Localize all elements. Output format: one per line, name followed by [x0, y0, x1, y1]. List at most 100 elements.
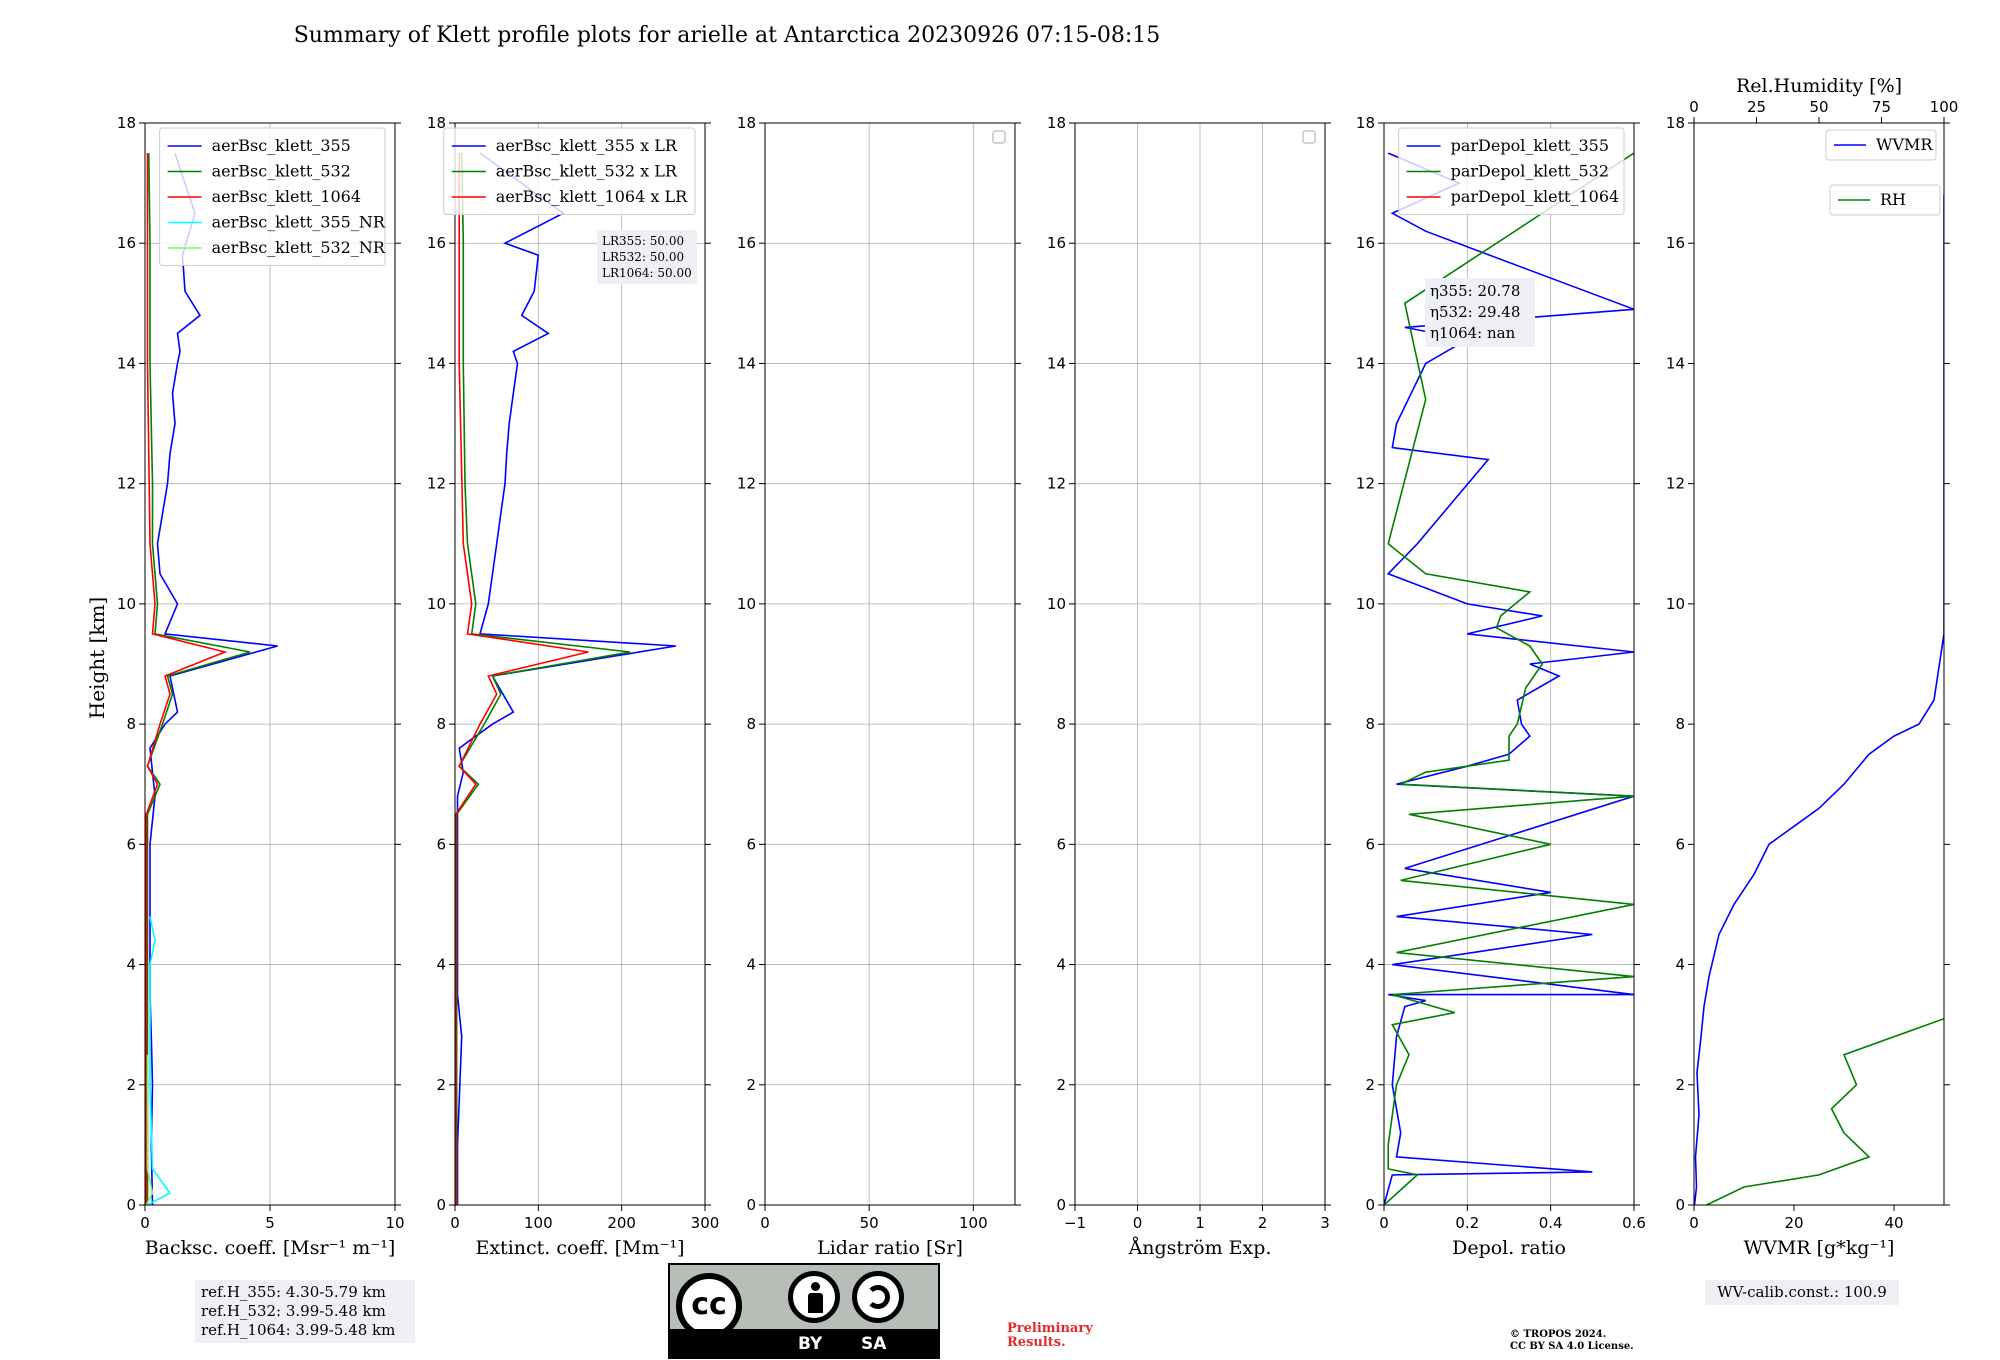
legend-label: aerBsc_klett_1064 x LR — [496, 187, 688, 206]
y-tick-label: 8 — [746, 715, 756, 733]
x-tick-label: 0.2 — [1455, 1214, 1479, 1232]
y-tick-label: 6 — [1056, 835, 1066, 853]
by-attribution-icon — [788, 1271, 840, 1323]
copyright-line-2: CC BY SA 4.0 License. — [1510, 1341, 1634, 1352]
wv-calib-const: WV-calib.const.: 100.9 — [1717, 1283, 1887, 1301]
x-tick-label: 10 — [385, 1214, 404, 1232]
x-axis-label: Depol. ratio — [1452, 1237, 1566, 1259]
series-line-wvmr — [1694, 195, 1944, 1205]
x-axis-label: Ångström Exp. — [1128, 1237, 1272, 1259]
y-tick-label: 10 — [737, 595, 756, 613]
x-tick-label: 0 — [1133, 1214, 1143, 1232]
y-tick-label: 0 — [1365, 1196, 1375, 1214]
x-tick-label: 300 — [691, 1214, 720, 1232]
y-tick-label: 2 — [436, 1076, 446, 1094]
x-tick-label: 100 — [524, 1214, 553, 1232]
y-tick-label: 6 — [1365, 835, 1375, 853]
y-tick-label: 0 — [746, 1196, 756, 1214]
lr-532: LR532: 50.00 — [602, 250, 685, 264]
legend-label: aerBsc_klett_355 x LR — [496, 136, 678, 155]
x-tick-label: 0 — [450, 1214, 460, 1232]
eta-1064: η1064: nan — [1430, 324, 1516, 342]
lidar-ratio-box: LR355: 50.00 LR532: 50.00 LR1064: 50.00 — [597, 230, 697, 284]
y-tick-label: 2 — [1056, 1076, 1066, 1094]
legend-box — [1398, 127, 1625, 215]
height-axis-label: Height [km] — [85, 597, 109, 719]
y-tick-label: 8 — [436, 715, 446, 733]
y-tick-label: 4 — [1675, 956, 1685, 974]
legend-label: parDepol_klett_355 — [1451, 136, 1609, 155]
y-tick-label: 16 — [1356, 234, 1375, 252]
x-tick-label: 20 — [1784, 1214, 1803, 1232]
x-tick-label: 50 — [860, 1214, 879, 1232]
axes-frame — [1693, 122, 1945, 1206]
x-tick-label: 0.6 — [1622, 1214, 1646, 1232]
panel-extinction: 0 2 4 6 8 10 12 14 16 18 0 100 200 300 Extinct. coeff.… — [427, 114, 719, 1259]
x-tick-label: 1 — [1195, 1214, 1205, 1232]
x-tick-label: 0.4 — [1539, 1214, 1563, 1232]
preliminary-results-note: Preliminary Results. — [1007, 1322, 1093, 1350]
copyright-line-1: © TROPOS 2024. — [1510, 1329, 1607, 1340]
empty-legend-box — [992, 130, 1006, 144]
y-tick-label: 8 — [1056, 715, 1066, 733]
series-line-aerbsc-klett-532-nr — [145, 1054, 154, 1205]
series-line-aerbsc-klett-532-x-lr — [455, 153, 631, 1205]
eta-532: η532: 29.48 — [1430, 303, 1521, 321]
lr-1064: LR1064: 50.00 — [602, 266, 692, 280]
series-line-aerbsc-klett-1064-x-lr — [455, 153, 589, 1205]
series-group — [1694, 195, 1944, 1205]
y-tick-label: 4 — [1056, 956, 1066, 974]
ref-height-355: ref.H_355: 4.30-5.79 km — [201, 1283, 386, 1301]
series-line-aerbsc-klett-1064 — [145, 153, 228, 1205]
y-tick-label: 14 — [117, 354, 136, 372]
y-tick-label: 18 — [737, 114, 756, 132]
series-line-pardepol-klett-532 — [1384, 152, 1634, 1205]
x-tick-label: 0 — [1379, 1214, 1389, 1232]
axes-frame — [454, 122, 706, 1206]
x-tick-label: 100 — [959, 1214, 988, 1232]
x-axis-label: Backsc. coeff. [Msr⁻¹ m⁻¹] — [145, 1237, 396, 1259]
y-tick-label: 8 — [1675, 715, 1685, 733]
legend-box — [1829, 184, 1941, 216]
ref-height-1064: ref.H_1064: 3.99-5.48 km — [201, 1321, 396, 1339]
top-tick-label: 0 — [1689, 98, 1699, 116]
axes-frame — [764, 122, 1016, 1206]
y-tick-label: 10 — [427, 595, 446, 613]
y-tick-label: 2 — [126, 1076, 136, 1094]
y-tick-label: 10 — [1666, 595, 1685, 613]
y-tick-label: 16 — [1666, 234, 1685, 252]
y-tick-label: 12 — [1047, 475, 1066, 493]
lr-355: LR355: 50.00 — [602, 234, 685, 248]
series-group — [455, 152, 676, 1205]
legend-label: aerBsc_klett_1064 — [212, 187, 361, 206]
top-tick-label: 100 — [1930, 98, 1959, 116]
top-axis-label: Rel.Humidity [%] — [1736, 75, 1902, 97]
y-tick-label: 6 — [126, 835, 136, 853]
eta-355: η355: 20.78 — [1430, 282, 1521, 300]
y-tick-label: 8 — [1365, 715, 1375, 733]
y-tick-label: 10 — [117, 595, 136, 613]
x-tick-label: 2 — [1258, 1214, 1268, 1232]
top-tick-label: 50 — [1809, 98, 1828, 116]
y-tick-label: 18 — [1047, 114, 1066, 132]
series-group — [145, 152, 278, 1205]
y-tick-label: 12 — [737, 475, 756, 493]
copyright-note: © TROPOS 2024. CC BY SA 4.0 License. — [1510, 1329, 1634, 1353]
y-tick-label: 16 — [737, 234, 756, 252]
y-tick-label: 0 — [1675, 1196, 1685, 1214]
x-tick-label: 0 — [760, 1214, 770, 1232]
y-tick-label: 6 — [1675, 835, 1685, 853]
y-tick-label: 16 — [1047, 234, 1066, 252]
sa-label: SA — [861, 1334, 887, 1354]
y-tick-label: 6 — [746, 835, 756, 853]
y-tick-label: 10 — [1356, 595, 1375, 613]
y-tick-label: 0 — [1056, 1196, 1066, 1214]
eta-box: η355: 20.78 η532: 29.48 η1064: nan — [1425, 278, 1535, 347]
y-tick-label: 12 — [1666, 475, 1685, 493]
legend-box — [443, 127, 696, 215]
y-tick-label: 10 — [1047, 595, 1066, 613]
by-label: BY — [798, 1334, 823, 1354]
x-axis-label: Lidar ratio [Sr] — [817, 1237, 963, 1259]
